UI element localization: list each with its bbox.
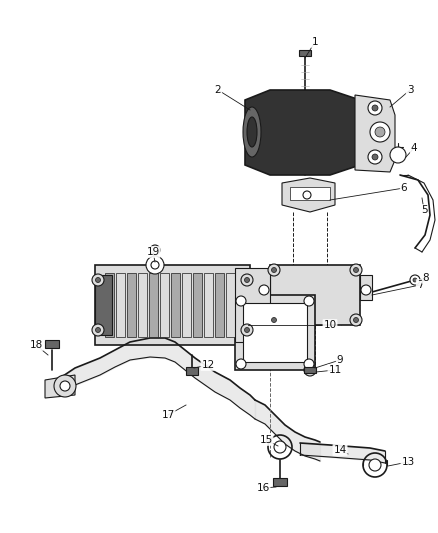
Polygon shape: [95, 265, 250, 345]
Circle shape: [375, 127, 385, 137]
Bar: [243, 303, 307, 362]
Bar: [360, 275, 372, 300]
Bar: [138, 273, 147, 337]
Circle shape: [353, 268, 358, 272]
Circle shape: [259, 285, 269, 295]
Bar: [149, 273, 158, 337]
Text: 16: 16: [256, 483, 270, 493]
Circle shape: [236, 359, 246, 369]
Circle shape: [370, 122, 390, 142]
Circle shape: [304, 296, 314, 306]
Text: 14: 14: [333, 445, 346, 455]
Ellipse shape: [243, 107, 261, 157]
Bar: [116, 273, 125, 337]
Text: 4: 4: [411, 143, 417, 153]
Bar: [204, 273, 213, 337]
Bar: [270, 265, 360, 325]
Bar: [304, 367, 316, 373]
Text: 11: 11: [328, 365, 342, 375]
Bar: [258, 275, 270, 300]
Bar: [182, 273, 191, 337]
Text: 19: 19: [146, 247, 159, 257]
Circle shape: [303, 191, 311, 199]
Circle shape: [272, 268, 276, 272]
Text: 12: 12: [201, 360, 215, 370]
Circle shape: [274, 441, 286, 453]
Circle shape: [150, 245, 160, 255]
Circle shape: [146, 256, 164, 274]
Bar: [127, 273, 136, 337]
Bar: [171, 273, 180, 337]
Polygon shape: [290, 187, 330, 200]
Text: 8: 8: [423, 273, 429, 283]
Circle shape: [372, 105, 378, 111]
Circle shape: [350, 314, 362, 326]
Circle shape: [95, 327, 100, 333]
Circle shape: [353, 318, 358, 322]
Bar: [273, 478, 287, 486]
Text: 1: 1: [312, 37, 318, 47]
Bar: [215, 273, 224, 337]
Text: 6: 6: [401, 183, 407, 193]
Circle shape: [369, 459, 381, 471]
Circle shape: [368, 101, 382, 115]
Circle shape: [241, 274, 253, 286]
Text: 7: 7: [417, 280, 423, 290]
Bar: [186, 367, 198, 375]
Polygon shape: [95, 275, 112, 335]
Text: 10: 10: [323, 320, 336, 330]
Text: 3: 3: [407, 85, 413, 95]
Circle shape: [95, 278, 100, 282]
Text: 15: 15: [259, 435, 272, 445]
Circle shape: [304, 364, 316, 376]
Ellipse shape: [247, 117, 257, 147]
Circle shape: [361, 285, 371, 295]
Polygon shape: [45, 375, 75, 398]
Text: 5: 5: [420, 205, 427, 215]
Bar: [45, 340, 59, 348]
Bar: [226, 273, 235, 337]
Circle shape: [54, 375, 76, 397]
Text: 17: 17: [161, 410, 175, 420]
Circle shape: [60, 381, 70, 391]
Bar: [299, 50, 311, 56]
Bar: [160, 273, 169, 337]
Polygon shape: [282, 178, 335, 212]
Circle shape: [151, 261, 159, 269]
Text: 18: 18: [29, 340, 42, 350]
Circle shape: [268, 264, 280, 276]
Circle shape: [372, 154, 378, 160]
Circle shape: [244, 327, 250, 333]
Circle shape: [390, 147, 406, 163]
Bar: [193, 273, 202, 337]
Circle shape: [304, 359, 314, 369]
Circle shape: [410, 275, 420, 285]
Circle shape: [241, 324, 253, 336]
Bar: [235, 295, 315, 370]
Text: 9: 9: [337, 355, 343, 365]
Circle shape: [92, 324, 104, 336]
Circle shape: [268, 314, 280, 326]
Polygon shape: [235, 268, 270, 342]
Circle shape: [413, 278, 417, 282]
Circle shape: [350, 264, 362, 276]
Polygon shape: [245, 90, 360, 175]
Text: 13: 13: [401, 457, 415, 467]
Text: 2: 2: [215, 85, 221, 95]
Circle shape: [92, 274, 104, 286]
Circle shape: [272, 318, 276, 322]
Circle shape: [236, 296, 246, 306]
Circle shape: [244, 278, 250, 282]
Bar: [105, 273, 114, 337]
Bar: [237, 273, 246, 337]
Polygon shape: [355, 95, 395, 172]
Circle shape: [368, 150, 382, 164]
